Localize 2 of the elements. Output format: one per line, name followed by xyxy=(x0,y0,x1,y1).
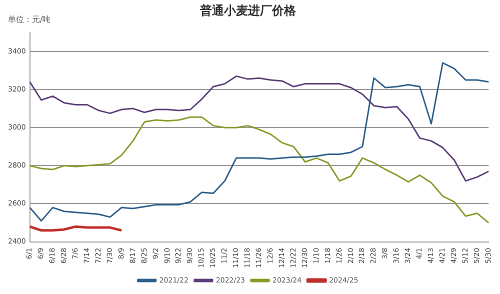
text: 单位：元/吨 xyxy=(8,15,51,24)
chart-title: 普通小麦进厂价格 xyxy=(199,3,297,18)
